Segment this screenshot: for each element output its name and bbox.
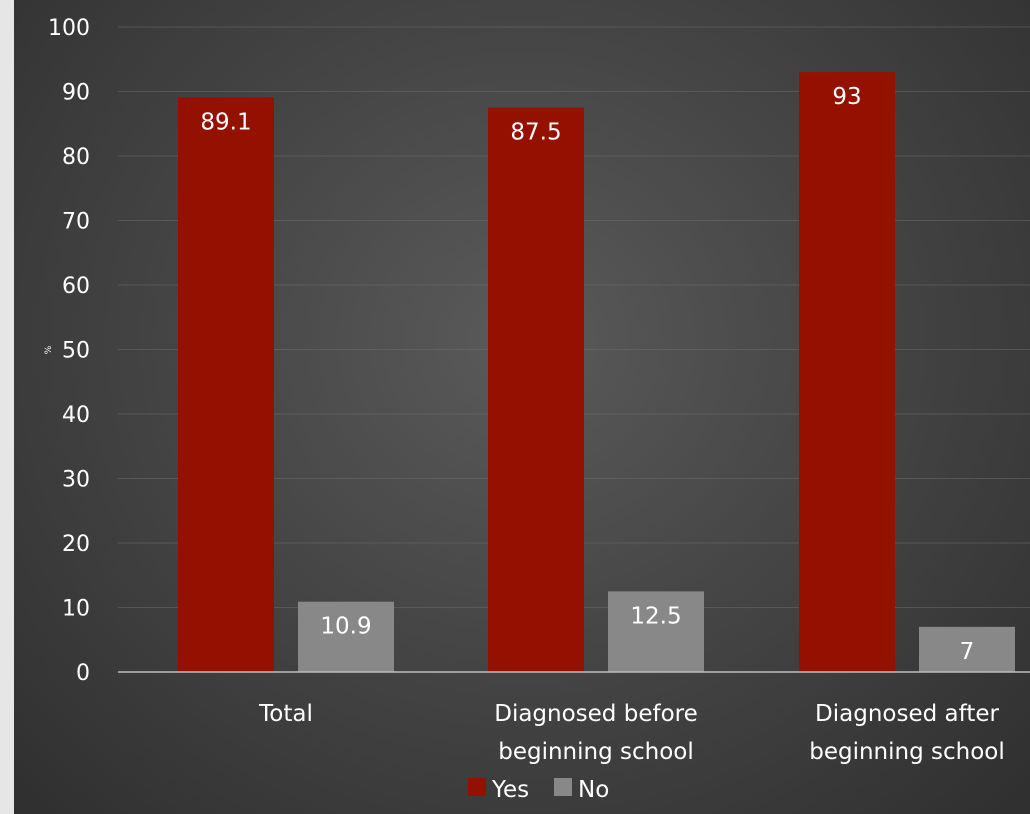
legend-label-no: No (578, 777, 609, 803)
y-tick-label: 80 (62, 145, 90, 170)
x-tick-label: Diagnosed after (815, 701, 999, 727)
y-tick-label: 90 (62, 81, 90, 106)
bar-no (298, 601, 394, 672)
data-label: 87.5 (510, 120, 561, 146)
y-tick-label: 100 (48, 16, 90, 41)
bar-yes (178, 97, 274, 673)
y-tick-label: 40 (62, 403, 90, 428)
bar-no (608, 591, 704, 672)
legend-swatch-yes (468, 778, 486, 796)
data-label: 12.5 (630, 603, 681, 629)
y-tick-label: 30 (62, 468, 90, 493)
data-label: 93 (832, 84, 861, 110)
y-axis-label: % (44, 345, 54, 354)
x-tick-label: beginning school (809, 739, 1005, 765)
bar-yes (799, 72, 895, 672)
legend-swatch-no (554, 778, 572, 796)
x-tick-label: Total (258, 701, 313, 727)
data-label: 7 (960, 639, 975, 665)
bar-yes (488, 107, 584, 672)
data-label: 89.1 (200, 109, 251, 135)
x-tick-label: beginning school (498, 739, 694, 765)
chart-panel: 0 10 20 30 40 50 60 70 80 90 100% 89.1 87.5 93 10.9 12.… (14, 0, 1030, 814)
y-tick-label: 70 (62, 210, 90, 235)
y-tick-label: 50 (62, 339, 90, 364)
x-tick-label: Diagnosed before (494, 701, 698, 727)
bar-chart: 0 10 20 30 40 50 60 70 80 90 100% 89.1 87.5 93 10.9 12.… (44, 16, 1030, 803)
legend-label-yes: Yes (491, 777, 529, 803)
y-tick-label: 10 (62, 597, 90, 622)
y-tick-label: 20 (62, 532, 90, 557)
y-tick-label: 60 (62, 274, 90, 299)
data-label: 10.9 (320, 614, 371, 640)
y-tick-label: 0 (76, 661, 90, 686)
bar-no (919, 626, 1015, 672)
